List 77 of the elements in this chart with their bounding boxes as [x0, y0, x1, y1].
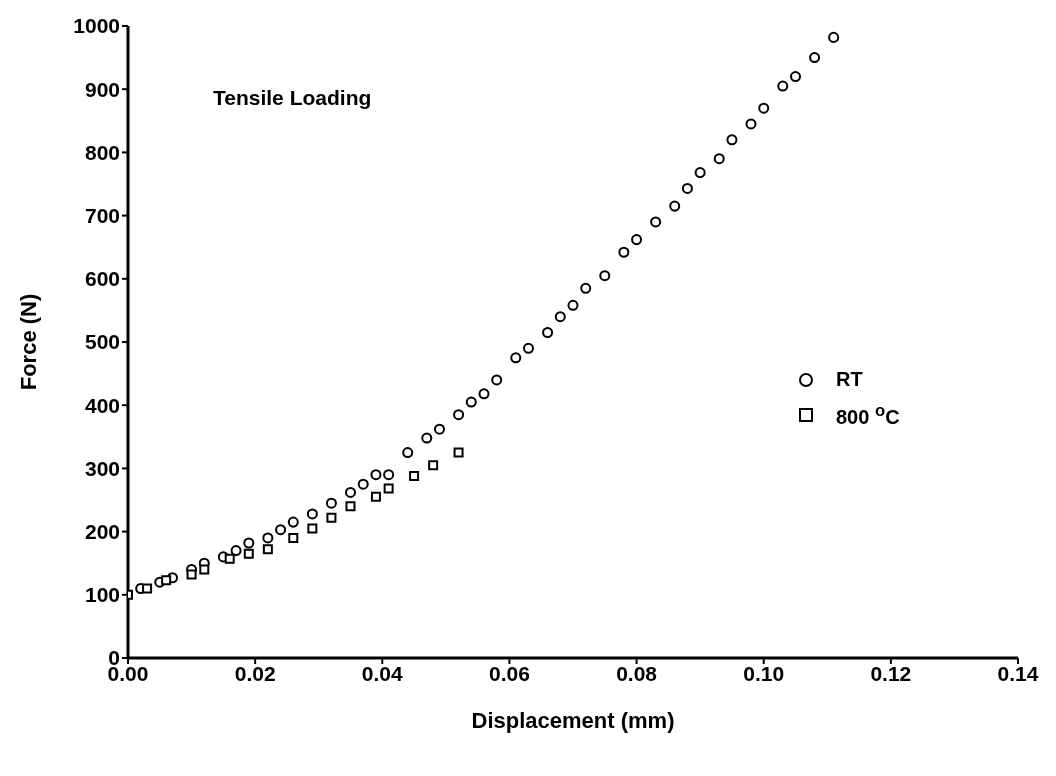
- point: [681, 182, 693, 194]
- point: [275, 524, 287, 536]
- y-tick-label: 500: [84, 330, 120, 354]
- point: [288, 532, 299, 543]
- point: [713, 153, 725, 165]
- y-tick-label: 600: [84, 267, 120, 291]
- point: [326, 512, 337, 523]
- point: [554, 311, 566, 323]
- point: [409, 470, 420, 481]
- point: [726, 134, 738, 146]
- x-tick-label: 0.12: [870, 661, 912, 685]
- point: [199, 564, 210, 575]
- y-tick-label: 900: [84, 77, 120, 101]
- point: [307, 523, 318, 534]
- point: [243, 548, 254, 559]
- point: [599, 270, 611, 282]
- point: [522, 342, 535, 354]
- y-tick-label: 400: [84, 393, 120, 417]
- point: [186, 569, 197, 580]
- point: [669, 200, 681, 212]
- x-tick-label: 0.06: [488, 661, 530, 685]
- point: [758, 102, 770, 114]
- point: [243, 537, 255, 549]
- point: [370, 491, 381, 502]
- y-axis-title: Force (N): [15, 293, 41, 391]
- x-tick-label: 0.10: [743, 661, 785, 685]
- y-tick-label: 100: [84, 583, 120, 607]
- point: [618, 246, 630, 258]
- y-tick-label: 700: [84, 204, 120, 228]
- point: [262, 544, 273, 555]
- point: [694, 167, 706, 179]
- y-tick-label: 200: [84, 520, 120, 544]
- point: [453, 409, 465, 421]
- point: [745, 118, 757, 130]
- x-axis-title: Displacement (mm): [471, 708, 675, 733]
- y-tick-label: 1000: [73, 14, 120, 38]
- point: [357, 478, 369, 490]
- x-tick-label: 0.08: [616, 661, 658, 685]
- point: [383, 483, 394, 494]
- point: [631, 234, 643, 246]
- point: [828, 31, 840, 43]
- point: [789, 71, 802, 83]
- point: [421, 432, 433, 444]
- point: [383, 469, 395, 481]
- point: [306, 508, 318, 520]
- legend-label: 800 $^{o}$C: [836, 401, 900, 429]
- y-tick-label: 800: [84, 140, 120, 164]
- x-tick-label: 0.14: [997, 661, 1039, 685]
- point: [344, 486, 357, 498]
- point: [402, 447, 414, 459]
- point: [491, 374, 503, 386]
- point: [777, 80, 789, 92]
- annotation: Tensile Loading: [213, 86, 372, 110]
- point: [433, 423, 446, 435]
- point: [325, 497, 337, 509]
- legend-label: RT: [836, 368, 863, 391]
- x-tick-label: 0.02: [234, 661, 276, 685]
- point: [567, 299, 579, 311]
- point: [453, 447, 464, 458]
- point: [478, 388, 490, 400]
- point: [287, 516, 299, 528]
- point: [345, 501, 356, 512]
- point: [161, 575, 172, 586]
- point: [142, 583, 153, 594]
- point: [650, 216, 662, 228]
- x-tick-label: 0.04: [361, 661, 404, 685]
- point: [510, 352, 522, 364]
- point: [580, 282, 592, 294]
- y-tick-label: 300: [84, 456, 120, 480]
- point: [428, 460, 439, 471]
- point: [262, 532, 274, 544]
- point: [809, 52, 821, 64]
- point: [370, 469, 382, 481]
- point: [542, 327, 554, 339]
- point: [230, 545, 242, 557]
- point: [224, 553, 235, 564]
- point: [465, 396, 477, 408]
